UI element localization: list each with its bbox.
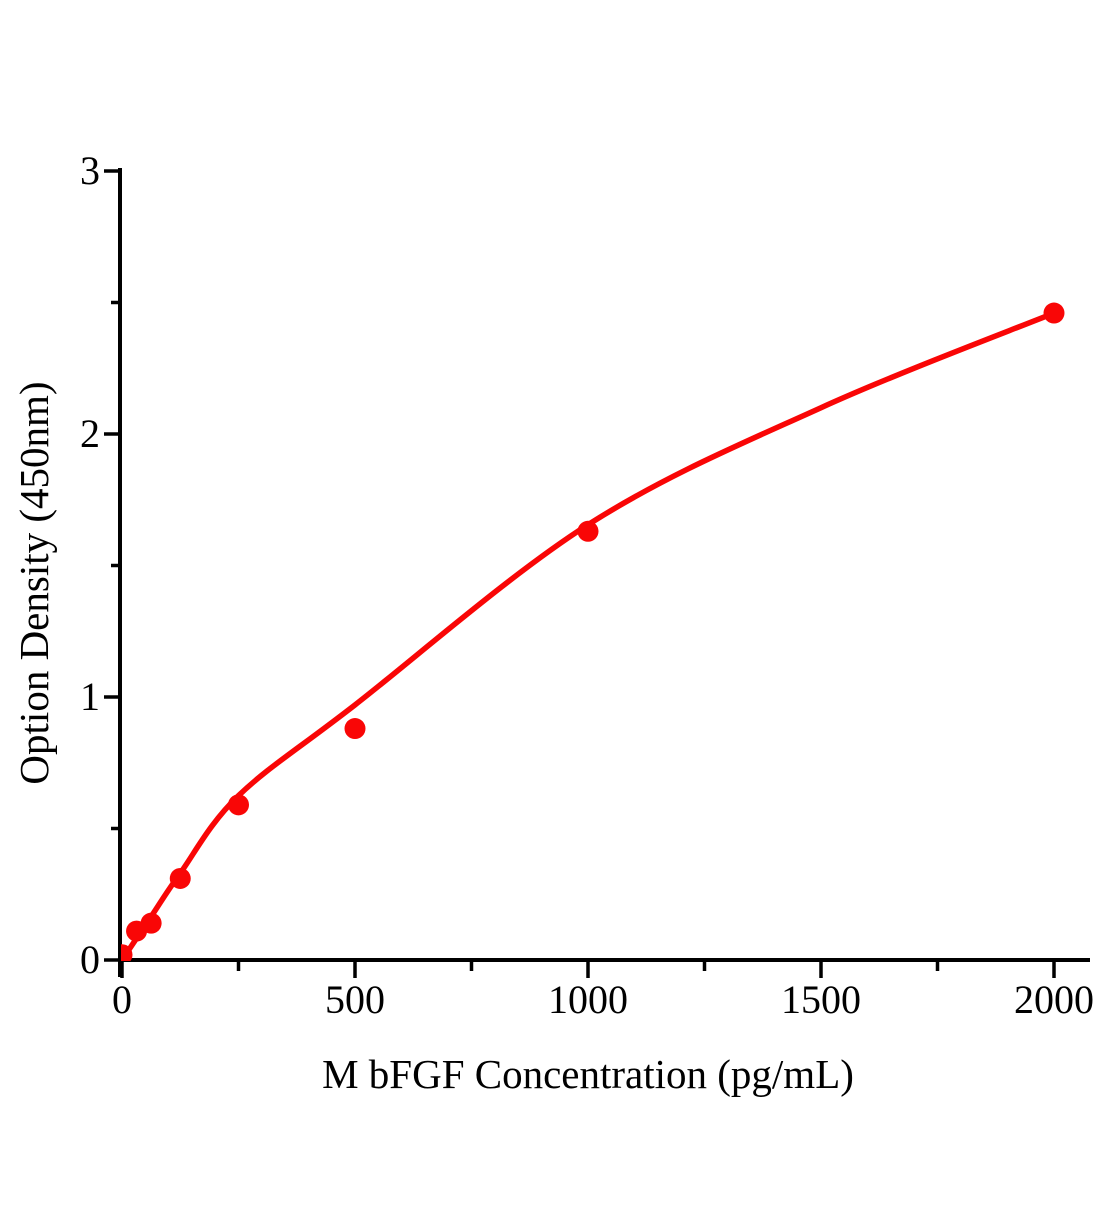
data-point bbox=[140, 912, 162, 934]
x-tick-label: 500 bbox=[325, 977, 385, 1022]
tick-label-layer: 0 500 1000 1500 2000 0 1 2 3 bbox=[80, 148, 1094, 1022]
data-point bbox=[121, 944, 133, 961]
data-point bbox=[228, 794, 249, 816]
x-axis-title: M bFGF Concentration (pg/mL) bbox=[322, 1051, 854, 1097]
x-tick-label: 0 bbox=[112, 977, 132, 1022]
y-tick-label: 0 bbox=[80, 937, 100, 982]
fit-curve bbox=[121, 310, 1057, 961]
tick-layer bbox=[104, 169, 1056, 978]
y-tick-label: 2 bbox=[80, 411, 100, 456]
data-point bbox=[344, 718, 366, 740]
x-tick-label: 1000 bbox=[548, 977, 628, 1022]
x-tick-label: 2000 bbox=[1014, 977, 1094, 1022]
y-axis-title: Option Density (450nm) bbox=[11, 381, 57, 784]
data-point bbox=[169, 867, 191, 889]
series-layer bbox=[121, 302, 1065, 961]
y-tick-label: 3 bbox=[80, 148, 100, 193]
data-point bbox=[577, 520, 599, 542]
axes-layer bbox=[118, 168, 1090, 977]
data-point bbox=[1043, 302, 1065, 324]
x-tick-label: 1500 bbox=[781, 977, 861, 1022]
y-tick-label: 1 bbox=[80, 674, 100, 719]
